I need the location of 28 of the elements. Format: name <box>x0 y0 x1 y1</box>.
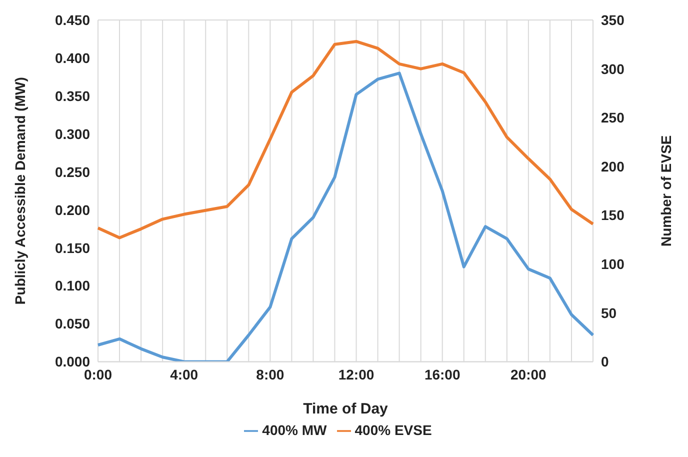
y2-axis-title: Number of EVSE <box>658 135 674 246</box>
x-tick-label: 20:00 <box>510 366 547 383</box>
x-tick-label: 12:00 <box>338 366 374 383</box>
y2-tick-label: 350 <box>601 12 625 28</box>
y2-tick-label: 100 <box>601 256 625 272</box>
y-tick-label: 0.450 <box>54 12 90 28</box>
x-tick-label: 4:00 <box>170 366 198 383</box>
y2-tick-label: 300 <box>601 60 625 77</box>
legend-label: 400% MW <box>262 422 327 438</box>
legend-label: 400% EVSE <box>354 422 432 438</box>
y-axis-title: Publicly Accessible Demand (MW) <box>12 77 28 305</box>
x-axis-title: Time of Day <box>303 400 389 418</box>
y-tick-label: 0.050 <box>54 316 90 332</box>
y-tick-label: 0.200 <box>54 202 90 218</box>
y2-tick-label: 150 <box>601 207 625 224</box>
y-tick-label: 0.350 <box>54 88 90 104</box>
x-tick-label: 16:00 <box>424 366 460 383</box>
y-tick-label: 0.100 <box>54 278 90 294</box>
y2-tick-label: 0 <box>601 354 609 370</box>
y-tick-label: 0.250 <box>54 164 90 180</box>
y-tick-label: 0.300 <box>54 126 90 142</box>
line-series <box>96 40 594 240</box>
y2-tick-label: 50 <box>601 304 617 321</box>
y-tick-label: 0.150 <box>54 240 90 256</box>
x-tick-label: 8:00 <box>256 366 284 383</box>
y2-tick-label: 250 <box>601 110 625 126</box>
y2-tick-label: 200 <box>601 158 625 174</box>
y-tick-label: 0.400 <box>54 50 90 66</box>
